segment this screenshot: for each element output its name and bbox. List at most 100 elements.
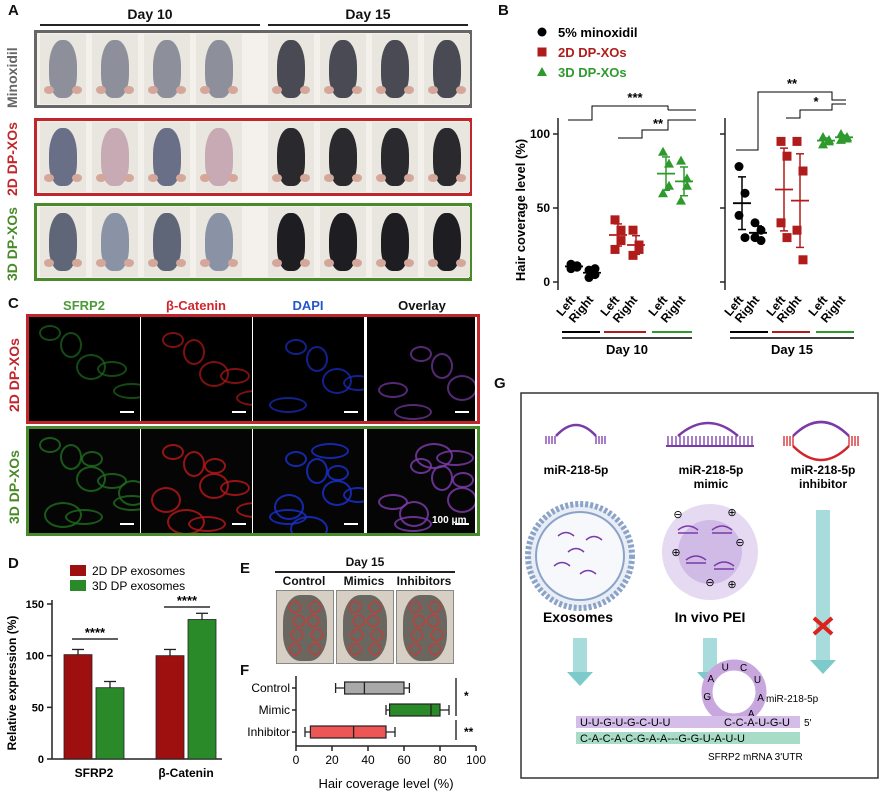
follicle-outline <box>183 451 205 477</box>
follicle-outline <box>60 332 82 358</box>
mouse-paw <box>72 259 82 267</box>
micro-image <box>29 429 140 533</box>
sig-marker: **** <box>177 593 198 608</box>
complex-mirna <box>685 555 707 561</box>
construct-subtitle: mimic <box>694 477 729 491</box>
data-point <box>610 244 620 254</box>
box <box>343 681 405 695</box>
data-point <box>682 173 692 183</box>
mouse-paw <box>324 174 334 182</box>
data-point <box>584 273 594 283</box>
panel-a-day15-header: Day 15 <box>268 6 468 26</box>
follicle-outline <box>447 487 475 513</box>
micro-image <box>367 429 475 533</box>
mouse-paw <box>96 259 106 267</box>
mouse-paw <box>376 259 386 267</box>
follicle-outline <box>204 458 226 474</box>
mouse-photo <box>92 34 138 104</box>
exosome-lumen <box>535 511 625 601</box>
scale-bar <box>455 411 469 413</box>
mouse-photo <box>320 34 366 104</box>
loop-base: U <box>722 662 729 673</box>
construct-subtitle: inhibitor <box>799 477 847 491</box>
hair-region-circle <box>409 643 421 655</box>
follicle-outline <box>118 480 140 506</box>
follicle-outline <box>285 451 307 467</box>
mouse-paw <box>428 259 438 267</box>
data-point <box>634 244 644 254</box>
charge-symbol: ⊕ <box>727 507 736 519</box>
mouse-paw <box>176 259 186 267</box>
complex-mirna <box>711 525 733 531</box>
hair-region-circle <box>289 643 301 655</box>
x-axis-label: Hair coverage level (%) <box>318 776 453 791</box>
hair-region-circle <box>309 643 321 655</box>
mouse-photo <box>268 122 314 192</box>
loop-base: U <box>754 675 761 686</box>
follicle-outline <box>378 382 408 398</box>
mrna-strand-bg <box>576 732 800 744</box>
hair-region-circle <box>411 629 423 641</box>
mouse-photo <box>372 34 418 104</box>
sig-marker: ** <box>787 76 798 91</box>
mouse-photo <box>424 207 470 277</box>
mouse-paw <box>148 86 158 94</box>
micro-row-label: 2D DP-XOs <box>6 338 22 412</box>
legend-swatch <box>70 580 86 591</box>
mouse-photo <box>372 207 418 277</box>
mouse-paw <box>300 174 310 182</box>
mouse-back-photo <box>336 590 394 664</box>
hair-region-circle <box>413 615 425 627</box>
mouse-photo <box>196 122 242 192</box>
hair-region-circle <box>349 643 361 655</box>
sig-marker: * <box>813 94 819 109</box>
data-point <box>734 210 744 220</box>
loop-base: A <box>757 693 764 704</box>
sig-bracket <box>618 119 696 139</box>
hair-region-circle <box>429 601 441 613</box>
category-label: Control <box>251 681 290 695</box>
follicle-outline <box>343 375 364 391</box>
mouse-paw <box>72 174 82 182</box>
box <box>309 725 387 739</box>
cargo-mirna <box>553 561 571 567</box>
follicle-outline <box>399 501 429 527</box>
mouse-paw <box>176 86 186 94</box>
panel-d-label: D <box>8 555 19 572</box>
follicle-outline <box>65 509 103 525</box>
cargo-mirna <box>567 547 585 553</box>
condition-label: Inhibitors <box>396 574 452 588</box>
category-label: SFRP2 <box>75 766 114 780</box>
construct-title: miR-218-5p <box>679 463 744 477</box>
panel-g-schematic: miR-218-5p miR-218-5pmimicmiR-218-5pinhib… <box>520 392 879 779</box>
x-tick-label: 40 <box>361 753 375 767</box>
scale-bar-label: 100 μm <box>432 515 467 526</box>
sig-bracket <box>736 91 846 151</box>
follicle-outline <box>113 383 140 399</box>
mouse-paw <box>376 86 386 94</box>
day15-line <box>268 24 468 26</box>
y-tick-label: 50 <box>32 702 44 714</box>
mouse-photo <box>424 34 470 104</box>
mouse-photo <box>372 122 418 192</box>
mouse-paw <box>376 174 386 182</box>
charge-symbol: ⊖ <box>705 577 714 589</box>
x-tick-label: 80 <box>433 753 447 767</box>
mouse-paw <box>72 86 82 94</box>
follicle-outline <box>162 332 184 348</box>
data-point <box>842 133 852 143</box>
data-point <box>782 151 792 161</box>
mouse-photo <box>196 207 242 277</box>
sig-marker: *** <box>627 90 643 105</box>
mouse-paw <box>96 174 106 182</box>
hair-region-circle <box>409 601 421 613</box>
channel-label: β-Catenin <box>166 298 226 313</box>
mouse-paw <box>228 174 238 182</box>
hair-region-circle <box>309 601 321 613</box>
mimic-hairpin <box>677 421 739 437</box>
mouse-paw <box>176 174 186 182</box>
hair-region-circle <box>293 615 305 627</box>
mouse-paw <box>200 259 210 267</box>
follicle-outline <box>447 375 475 401</box>
micro-image <box>141 429 252 533</box>
